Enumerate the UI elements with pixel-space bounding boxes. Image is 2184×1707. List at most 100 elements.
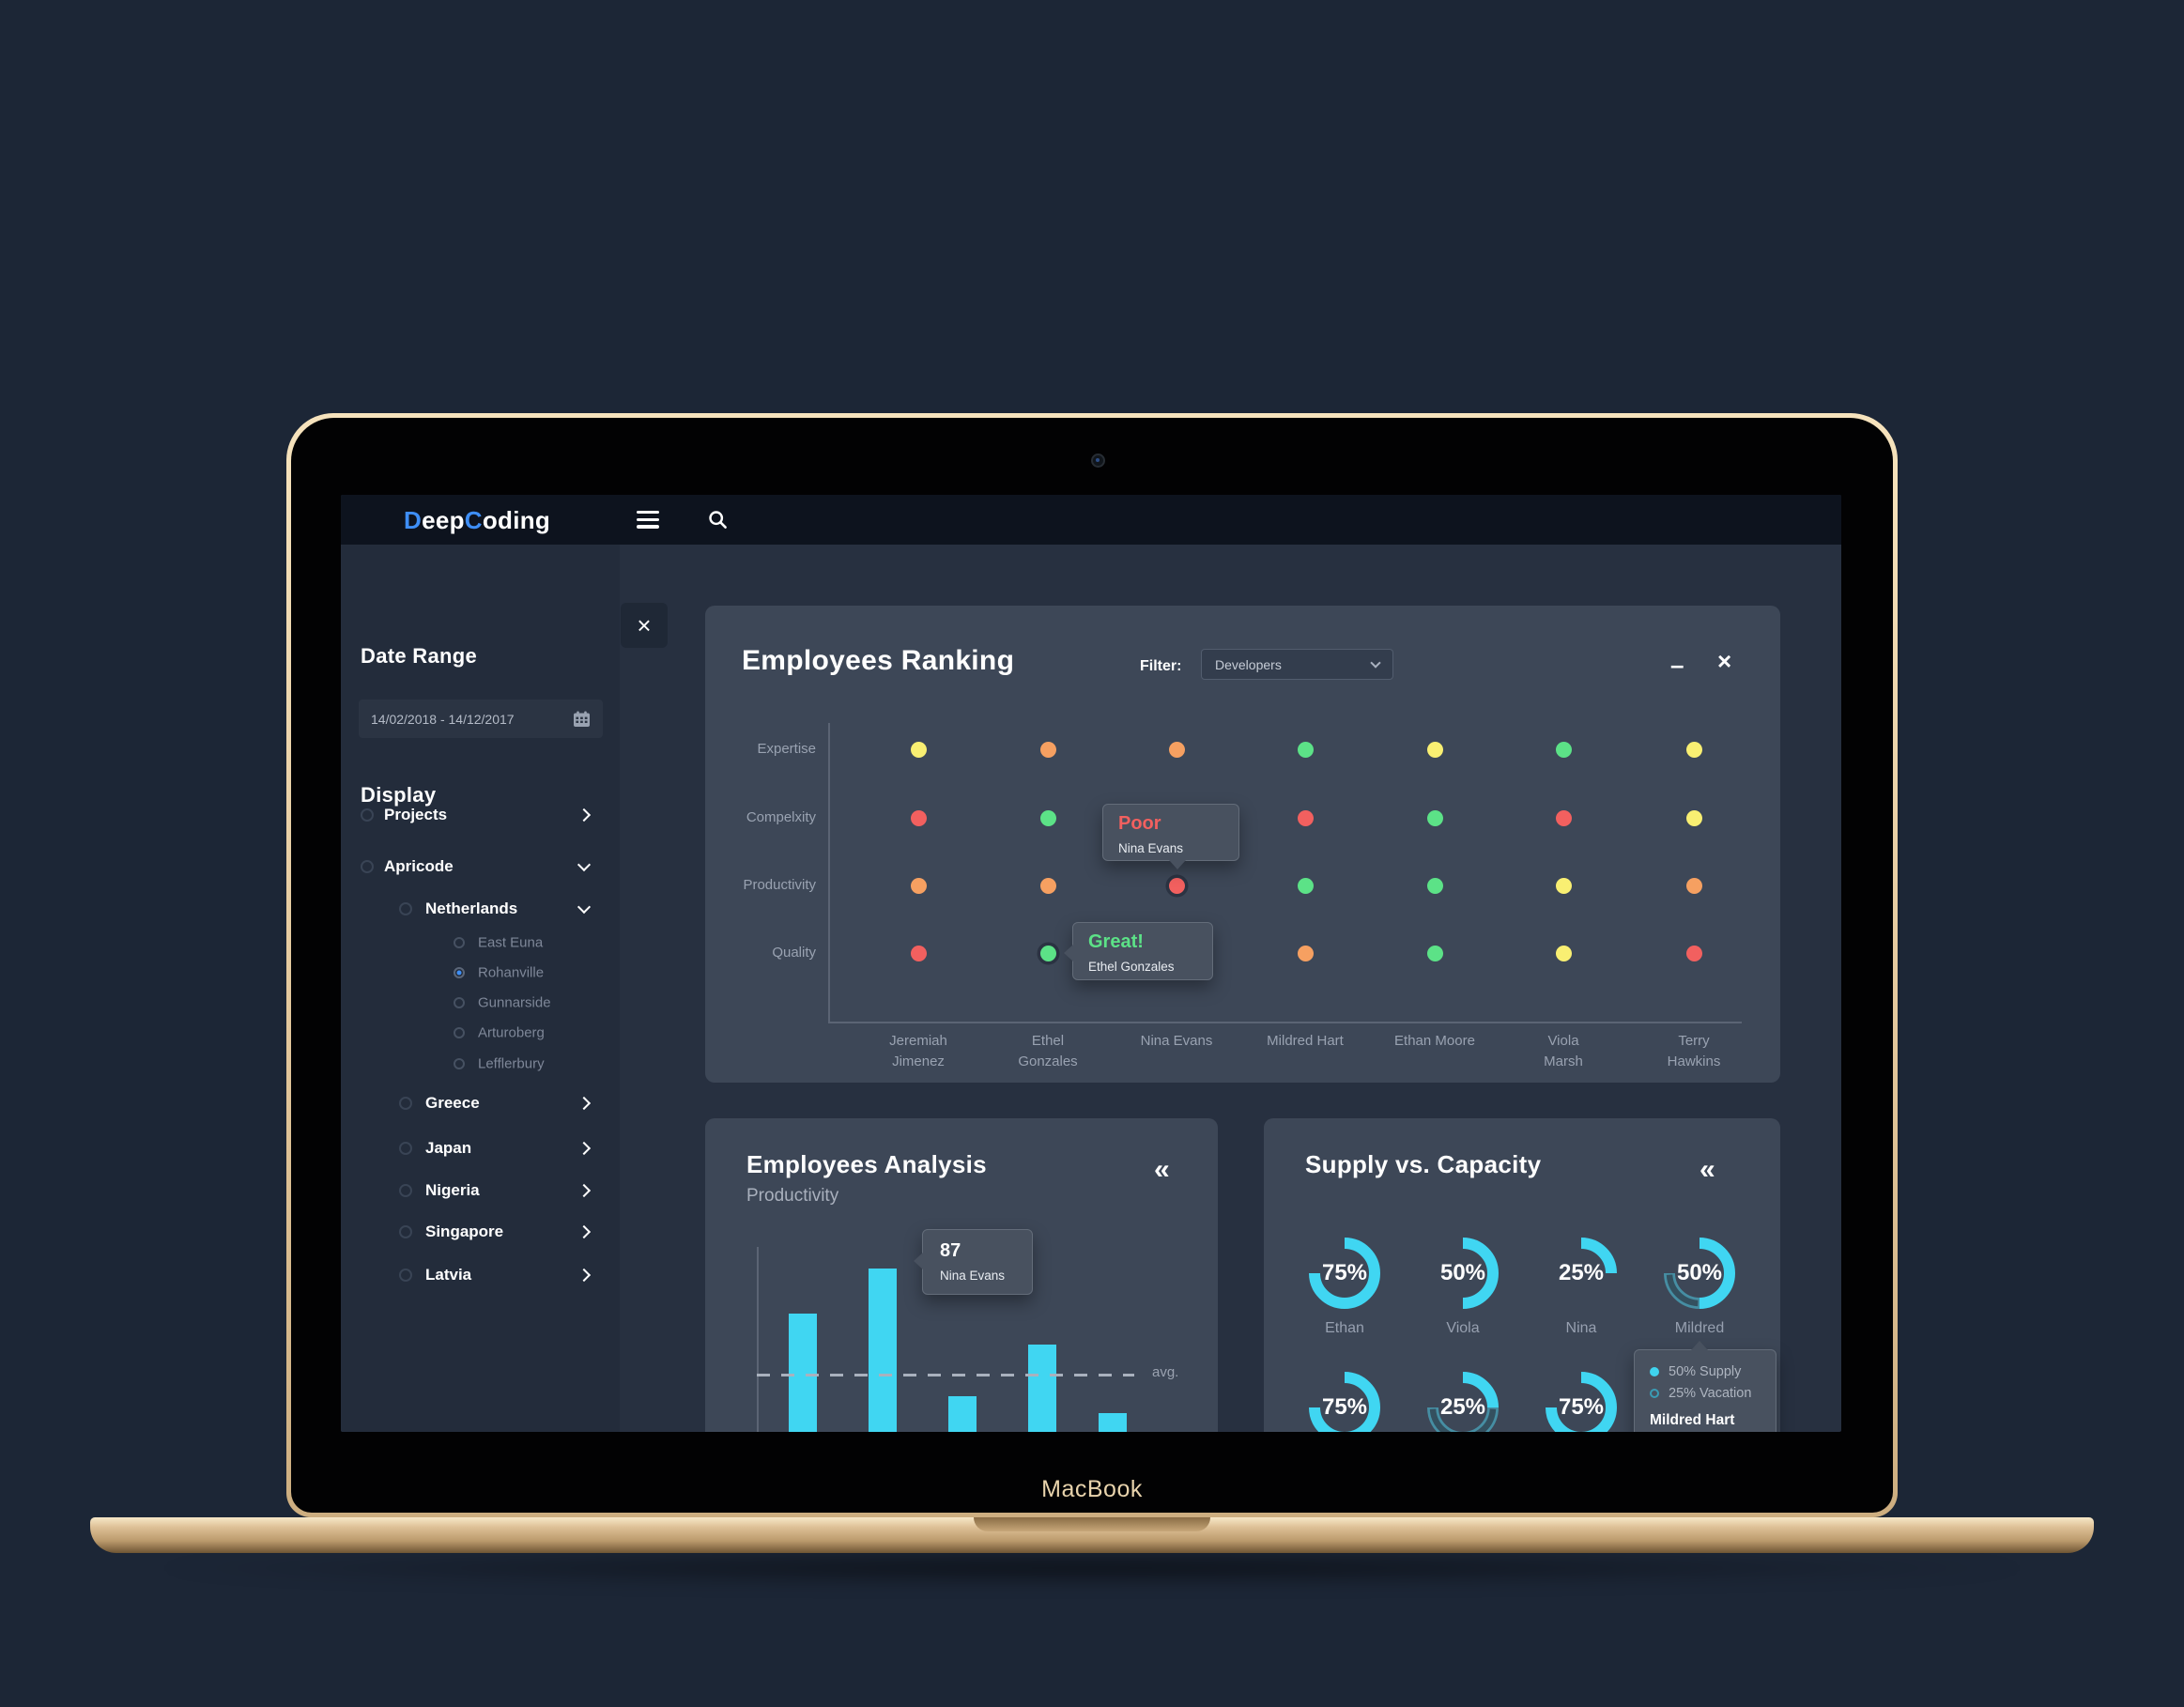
radio-icon[interactable] bbox=[454, 937, 465, 948]
search-icon[interactable] bbox=[708, 510, 728, 530]
sidebar-item-japan[interactable]: Japan bbox=[341, 1134, 620, 1162]
radio-selected-icon[interactable] bbox=[454, 967, 465, 978]
rating-dot-yellow[interactable] bbox=[1685, 809, 1702, 826]
logo-part: eep bbox=[422, 506, 465, 534]
donut-chart[interactable] bbox=[1300, 1362, 1390, 1432]
rating-dot-red[interactable] bbox=[1555, 809, 1572, 826]
radio-icon[interactable] bbox=[399, 902, 412, 915]
filter-label: Filter: bbox=[1140, 658, 1182, 674]
panel-title: Employees Ranking bbox=[742, 645, 1015, 676]
rating-dot-green[interactable] bbox=[1039, 945, 1056, 961]
sidebar-item-netherlands[interactable]: Netherlands bbox=[341, 895, 620, 923]
row-label: Productivity bbox=[743, 877, 816, 893]
rating-dot-green[interactable] bbox=[1297, 877, 1314, 894]
rating-dot-yellow[interactable] bbox=[1555, 945, 1572, 961]
tooltip-poor: Poor Nina Evans bbox=[1102, 804, 1239, 869]
chevron-down-icon[interactable] bbox=[577, 900, 592, 915]
radio-icon[interactable] bbox=[399, 1269, 412, 1282]
bar-value-17[interactable] bbox=[1099, 1413, 1127, 1432]
tooltip-employee: Nina Evans bbox=[940, 1269, 1006, 1283]
sidebar-item-projects[interactable]: Projects bbox=[341, 801, 620, 829]
donut-chart[interactable] bbox=[1418, 1228, 1508, 1318]
sidebar-item-nigeria[interactable]: Nigeria bbox=[341, 1176, 620, 1205]
rating-dot-red[interactable] bbox=[1297, 809, 1314, 826]
radio-icon[interactable] bbox=[361, 808, 374, 822]
sidebar-item-label: Gunnarside bbox=[478, 994, 551, 1011]
sidebar-item-lefflerbury[interactable]: Lefflerbury bbox=[341, 1050, 620, 1078]
macbook-base bbox=[90, 1517, 2094, 1553]
sidebar-item-singapore[interactable]: Singapore bbox=[341, 1218, 620, 1246]
radio-icon[interactable] bbox=[361, 860, 374, 873]
chevron-right-icon[interactable] bbox=[577, 1224, 592, 1239]
date-range-value: 14/02/2018 - 14/12/2017 bbox=[371, 711, 515, 727]
collapse-icon[interactable]: « bbox=[1154, 1154, 1170, 1185]
rating-dot-red[interactable] bbox=[1685, 945, 1702, 961]
radio-icon[interactable] bbox=[454, 1058, 465, 1069]
rating-dot-orange[interactable] bbox=[1297, 945, 1314, 961]
radio-icon[interactable] bbox=[454, 1027, 465, 1038]
chevron-down-icon[interactable] bbox=[577, 857, 592, 872]
rating-dot-yellow[interactable] bbox=[1555, 877, 1572, 894]
tooltip-employee: Mildred Hart bbox=[1650, 1412, 1735, 1428]
radio-icon[interactable] bbox=[399, 1225, 412, 1238]
sidebar-item-apricode[interactable]: Apricode bbox=[341, 853, 620, 881]
sidebar-item-latvia[interactable]: Latvia bbox=[341, 1261, 620, 1289]
chevron-right-icon[interactable] bbox=[577, 1183, 592, 1198]
filter-dropdown[interactable]: Developers bbox=[1201, 649, 1393, 680]
chevron-right-icon[interactable] bbox=[577, 1141, 592, 1156]
chevron-right-icon[interactable] bbox=[577, 1268, 592, 1283]
rating-dot-orange[interactable] bbox=[1685, 877, 1702, 894]
radio-icon[interactable] bbox=[399, 1184, 412, 1197]
y-axis-line bbox=[757, 1247, 759, 1432]
donut-label: Viola bbox=[1446, 1320, 1480, 1336]
device-label: MacBook bbox=[1041, 1476, 1143, 1502]
bar-value-87[interactable] bbox=[869, 1269, 897, 1432]
rating-dot-orange[interactable] bbox=[1168, 741, 1185, 758]
radio-icon[interactable] bbox=[399, 1097, 412, 1110]
minimize-button[interactable]: – bbox=[1670, 651, 1684, 679]
sidebar-item-label: Lefflerbury bbox=[478, 1055, 545, 1072]
menu-icon[interactable] bbox=[637, 511, 659, 532]
sidebar-item-greece[interactable]: Greece bbox=[341, 1089, 620, 1117]
chevron-right-icon[interactable] bbox=[577, 1096, 592, 1111]
sidebar-close-button[interactable]: × bbox=[621, 603, 668, 648]
rating-dot-red[interactable] bbox=[910, 809, 927, 826]
donut-chart[interactable] bbox=[1654, 1228, 1745, 1318]
chevron-right-icon[interactable] bbox=[577, 807, 592, 823]
rating-dot-yellow[interactable] bbox=[1685, 741, 1702, 758]
bar-value-25[interactable] bbox=[948, 1396, 977, 1432]
radio-icon[interactable] bbox=[454, 997, 465, 1008]
bar-value-65[interactable] bbox=[789, 1314, 817, 1432]
tooltip-supply: 50% Supply 25% Vacation Mildred Hart bbox=[1634, 1341, 1776, 1432]
tooltip-arrow bbox=[1169, 860, 1186, 869]
donut-chart[interactable] bbox=[1536, 1228, 1626, 1318]
sidebar-item-label: Singapore bbox=[425, 1223, 504, 1240]
bar-value-50[interactable] bbox=[1028, 1345, 1056, 1432]
rating-dot-yellow[interactable] bbox=[1426, 741, 1443, 758]
close-button[interactable]: × bbox=[1717, 647, 1732, 675]
rating-dot-orange[interactable] bbox=[1039, 877, 1056, 894]
radio-icon[interactable] bbox=[399, 1142, 412, 1155]
top-navbar: DeepCoding bbox=[341, 495, 1841, 545]
donut-chart[interactable] bbox=[1536, 1362, 1626, 1432]
donut-chart[interactable] bbox=[1418, 1362, 1508, 1432]
rating-dot-green[interactable] bbox=[1426, 877, 1443, 894]
rating-dot-red[interactable] bbox=[910, 945, 927, 961]
rating-dot-green[interactable] bbox=[1039, 809, 1056, 826]
rating-dot-green[interactable] bbox=[1426, 809, 1443, 826]
rating-dot-green[interactable] bbox=[1426, 945, 1443, 961]
rating-dot-green[interactable] bbox=[1297, 741, 1314, 758]
rating-dot-orange[interactable] bbox=[1039, 741, 1056, 758]
donut-chart[interactable] bbox=[1300, 1228, 1390, 1318]
sidebar-item-arturoberg[interactable]: Arturoberg bbox=[341, 1019, 620, 1047]
date-range-heading: Date Range bbox=[361, 644, 478, 668]
sidebar-item-gunnarside[interactable]: Gunnarside bbox=[341, 989, 620, 1017]
rating-dot-yellow[interactable] bbox=[910, 741, 927, 758]
date-range-input[interactable]: 14/02/2018 - 14/12/2017 bbox=[359, 700, 603, 738]
sidebar-item-east-euna[interactable]: East Euna bbox=[341, 929, 620, 957]
sidebar-item-rohanville[interactable]: Rohanville bbox=[341, 959, 620, 987]
rating-dot-red[interactable] bbox=[1168, 877, 1185, 894]
rating-dot-orange[interactable] bbox=[910, 877, 927, 894]
collapse-icon[interactable]: « bbox=[1700, 1154, 1715, 1185]
rating-dot-green[interactable] bbox=[1555, 741, 1572, 758]
